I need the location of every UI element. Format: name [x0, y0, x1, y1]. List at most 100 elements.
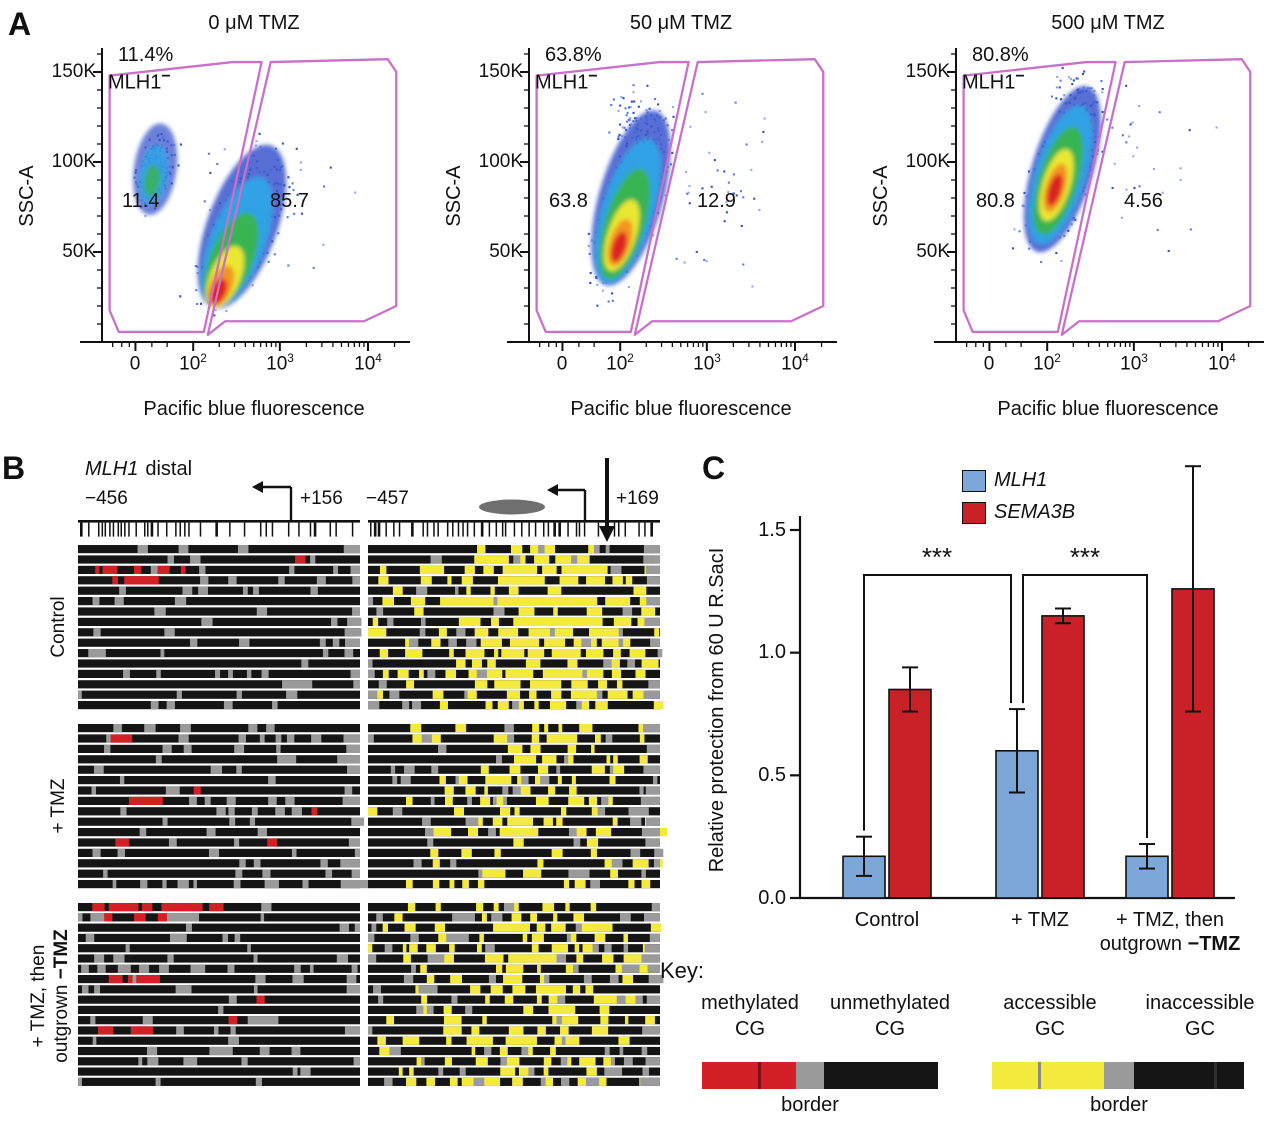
category-label: + TMZ	[1011, 909, 1069, 931]
x-tick-label: 104	[1208, 352, 1236, 375]
key-accessible-gc-swatch	[992, 1062, 1104, 1089]
y-tick-label: 150K	[478, 61, 523, 82]
x-tick-label: 102	[1033, 352, 1061, 375]
y-tick-label: 150K	[905, 61, 950, 82]
panel-b-letter: B	[2, 450, 26, 486]
plot-title: 50 μM TMZ	[629, 12, 733, 34]
key-border-label: border	[781, 1094, 839, 1116]
gate-marker-label: MLH1−	[962, 68, 1025, 94]
density-cloud	[133, 123, 287, 309]
gate-polygon	[633, 58, 825, 336]
key-gc-tick	[1038, 1062, 1041, 1089]
y-tick-label: 50K	[916, 241, 950, 262]
key-gc-dark-tick	[1214, 1062, 1217, 1089]
down-arrow-head	[599, 526, 615, 542]
x-axis-label: Pacific blue fluorescence	[570, 398, 792, 420]
panel-a-letter: A	[8, 6, 32, 42]
gate-marker-label: MLH1−	[108, 68, 171, 94]
right-gate-value: 85.7	[270, 190, 309, 212]
x-tick-label: 103	[693, 352, 721, 375]
flow-plot-canvas	[80, 48, 410, 351]
flow-plot-0um: 0 μM TMZ SSC-A 150K 100K 50K 0 102 103 1…	[0, 6, 426, 450]
density-cloud	[1023, 86, 1101, 253]
group-label-control: Control	[48, 596, 69, 658]
coordinate-label: −456	[85, 488, 128, 509]
flow-plot-canvas	[507, 48, 837, 351]
x-tick-label: 0	[129, 353, 141, 375]
y-tick-label: 1.5	[758, 519, 786, 541]
y-tick-label: 100K	[51, 151, 96, 172]
y-tick-label: 150K	[51, 61, 96, 82]
x-tick-label: 0	[556, 353, 568, 375]
key-label-inaccessible-gc: inaccessible GC	[1145, 992, 1255, 1040]
key-gc-bar	[992, 1062, 1244, 1089]
significance-bracket	[1022, 574, 1148, 839]
gate-percentage: 80.8%	[972, 44, 1029, 66]
plot-title: 0 μM TMZ	[208, 12, 300, 34]
key-border-label: border	[1090, 1094, 1148, 1116]
key-unmethylated-cg-swatch	[824, 1062, 938, 1089]
right-gate-value: 12.9	[697, 190, 736, 212]
figure-key: Key: methylated CG unmethylated CG accessi…	[640, 952, 1280, 1121]
tss-arrow-head	[252, 481, 263, 493]
gate-polygon	[206, 58, 398, 336]
y-axis-label: SSC-A	[443, 165, 465, 227]
coordinate-label: +156	[300, 488, 343, 509]
category-label: Control	[854, 909, 920, 931]
y-axis-label: SSC-A	[16, 165, 38, 227]
x-axis-label: Pacific blue fluorescence	[143, 398, 365, 420]
x-tick-label: 104	[781, 352, 809, 375]
gate-percentage: 11.4%	[118, 44, 174, 66]
left-gate-value: 63.8	[549, 190, 588, 212]
key-methylated-cg-swatch	[702, 1062, 796, 1089]
y-tick-label: 50K	[62, 241, 96, 262]
key-label-unmethylated-cg: unmethylated CG	[829, 992, 951, 1040]
gate-marker-label: MLH1−	[535, 68, 598, 94]
y-tick-label: 0.0	[758, 887, 786, 909]
x-tick-label: 103	[1120, 352, 1148, 375]
flow-plot-canvas	[934, 48, 1264, 351]
key-gc-border-swatch	[1104, 1062, 1134, 1089]
gate-percentage: 63.8%	[545, 44, 602, 66]
legend-swatch-sema3b	[962, 502, 986, 524]
coordinate-label: +169	[616, 488, 659, 509]
y-tick-label: 0.5	[758, 764, 786, 786]
gate-polygon	[1060, 58, 1252, 336]
x-tick-label: 102	[606, 352, 634, 375]
y-axis-label: SSC-A	[870, 165, 892, 227]
flow-plot-500um: 500 μM TMZ SSC-A 150K 100K 50K 0 102 103…	[854, 6, 1280, 450]
y-tick-label: 50K	[489, 241, 523, 262]
bar-chart-canvas	[790, 465, 1235, 900]
methylation-footprint-graphics	[78, 458, 668, 1086]
legend-swatch-mlh1	[962, 470, 986, 492]
x-tick-label: 104	[354, 352, 382, 375]
left-gate-value: 80.8	[976, 190, 1015, 212]
plot-title: 500 μM TMZ	[1051, 12, 1165, 34]
y-tick-label: 100K	[905, 151, 950, 172]
nucleosome-oval	[479, 499, 545, 515]
gate-polygon	[962, 60, 1117, 334]
x-tick-label: 103	[266, 352, 294, 375]
significance-bracket	[863, 574, 1012, 831]
panel-c-letter: C	[702, 450, 726, 486]
y-axis-label: Relative protection from 60 U R.SacI	[706, 547, 728, 873]
bar-SEMA3B	[1041, 615, 1085, 899]
locus-title: MLH1 distal	[85, 458, 193, 480]
gate-polygon	[535, 60, 690, 334]
tss-arrow-head	[547, 484, 558, 496]
density-cloud	[591, 110, 671, 286]
legend-label-mlh1: MLH1	[994, 469, 1048, 491]
key-label-methylated-cg: methylated CG	[701, 992, 799, 1040]
key-cg-border-swatch	[796, 1062, 824, 1089]
right-gate-value: 4.56	[1124, 190, 1163, 212]
x-tick-label: 102	[179, 352, 207, 375]
panel-c: C Relative protection from 60 U R.SacI 1…	[700, 450, 1280, 980]
group-label-outgrown: + TMZ, then outgrown −TMZ	[28, 929, 72, 1063]
group-label-tmz: + TMZ	[48, 778, 69, 834]
key-inaccessible-gc-swatch	[1134, 1062, 1244, 1089]
key-label-accessible-gc: accessible GC	[1003, 992, 1097, 1040]
flow-plot-50um: 50 μM TMZ SSC-A 150K 100K 50K 0 102 103 …	[427, 6, 853, 450]
y-tick-label: 1.0	[758, 641, 786, 663]
legend-label-sema3b: SEMA3B	[994, 501, 1076, 523]
